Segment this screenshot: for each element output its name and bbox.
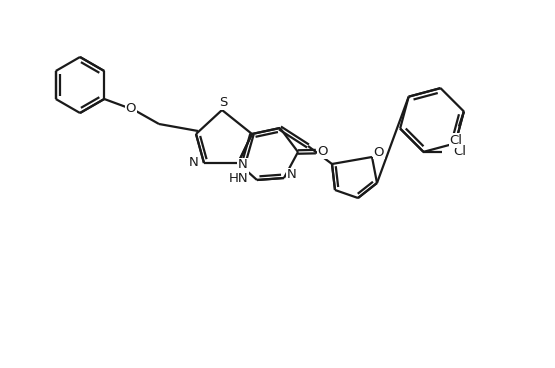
Text: N: N: [238, 159, 248, 171]
Text: Cl: Cl: [453, 145, 466, 158]
Text: O: O: [317, 145, 328, 158]
Text: O: O: [374, 145, 384, 159]
Text: S: S: [219, 96, 227, 110]
Text: O: O: [126, 103, 136, 116]
Text: N: N: [189, 156, 199, 170]
Text: Cl: Cl: [450, 134, 462, 147]
Text: HN: HN: [229, 171, 249, 184]
Text: N: N: [287, 169, 297, 181]
